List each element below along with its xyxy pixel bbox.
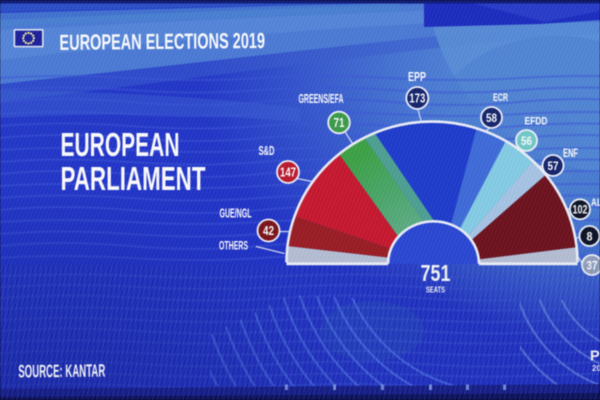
svg-text:71: 71 <box>334 116 345 130</box>
svg-text:OTHERS: OTHERS <box>219 241 248 253</box>
svg-text:ECR: ECR <box>493 92 508 104</box>
svg-text:ALDE: ALDE <box>591 197 600 209</box>
svg-text:GREENS/EFA: GREENS/EFA <box>299 92 344 106</box>
svg-text:PARLIAMENT: PARLIAMENT <box>61 160 206 197</box>
svg-text:201: 201 <box>592 364 600 373</box>
svg-text:SEATS: SEATS <box>426 285 445 295</box>
svg-text:GUE/NGL: GUE/NGL <box>220 207 252 221</box>
svg-text:57: 57 <box>548 159 559 173</box>
svg-text:ENF: ENF <box>563 146 578 160</box>
svg-text:EFDD: EFDD <box>525 116 548 128</box>
svg-text:147: 147 <box>280 166 296 180</box>
svg-text:751: 751 <box>421 260 451 286</box>
svg-text:EPP: EPP <box>408 70 426 84</box>
svg-text:S&D: S&D <box>259 144 275 158</box>
svg-text:EUROPEAN: EUROPEAN <box>61 126 180 163</box>
svg-text:SOURCE: KANTAR: SOURCE: KANTAR <box>18 361 105 382</box>
svg-text:56: 56 <box>521 134 532 148</box>
svg-text:58: 58 <box>486 111 497 125</box>
svg-text:37: 37 <box>587 258 598 272</box>
svg-text:173: 173 <box>409 92 425 106</box>
svg-text:42: 42 <box>263 224 274 238</box>
svg-text:8: 8 <box>587 229 593 243</box>
svg-text:EUROPEAN ELECTIONS 2019: EUROPEAN ELECTIONS 2019 <box>59 28 265 55</box>
svg-text:PRO: PRO <box>590 349 600 365</box>
svg-text:102: 102 <box>573 203 588 217</box>
